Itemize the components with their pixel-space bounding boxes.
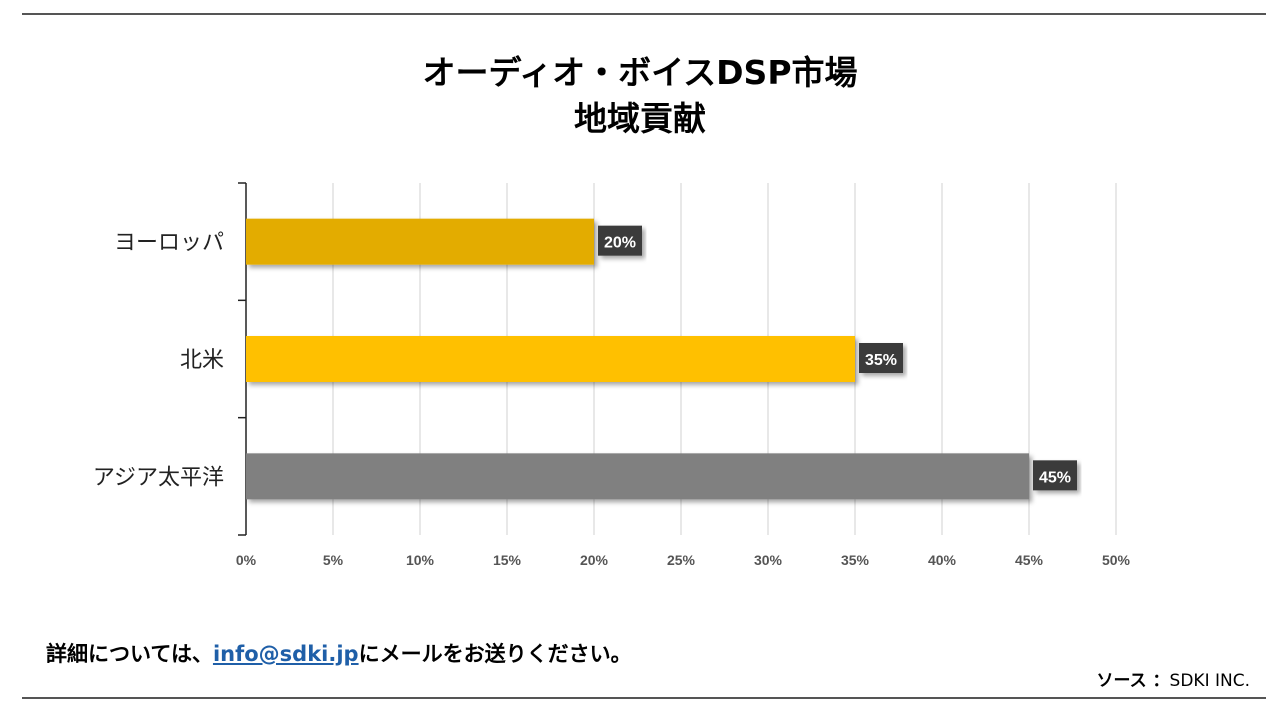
category-label-2: 北米: [180, 348, 224, 373]
contact-note: 詳細については、info@sdki.jpにメールをお送りください。: [46, 638, 632, 668]
data-label-box-3: [1033, 460, 1077, 491]
data-label-box-1: [598, 225, 642, 256]
chart-title-line-1: オーディオ・ボイスDSP市場: [422, 53, 858, 92]
data-label-2: 35%: [865, 352, 897, 369]
x-tick-label-45: 45%: [1015, 552, 1044, 568]
source-credit: ソース ：SDKI INC.: [1096, 666, 1250, 691]
bottom-rule: [22, 697, 1266, 699]
source-value: SDKI INC.: [1169, 671, 1250, 691]
x-tick-label-30: 30%: [754, 552, 783, 568]
data-label-box-2: [859, 343, 903, 373]
bar-chart: 0% 5% 10% 15% 20% 25% 30% 35% 40% 45% 50% ヨーロッパ 20% 北…: [93, 182, 1131, 568]
x-tick-label-15: 15%: [493, 552, 522, 568]
x-tick-label-5: 5%: [323, 552, 344, 568]
contact-email-link[interactable]: info@sdki.jp: [212, 642, 359, 666]
x-tick-label-25: 25%: [667, 552, 696, 568]
contact-note-prefix: 詳細については、: [46, 642, 213, 666]
data-label-1: 20%: [604, 235, 636, 252]
top-rule: [22, 13, 1266, 15]
category-label-1: ヨーロッパ: [114, 231, 224, 256]
x-tick-label-10: 10%: [406, 552, 435, 568]
x-tick-label-35: 35%: [841, 552, 870, 568]
x-tick-label-0: 0%: [236, 552, 257, 568]
x-tick-label-50: 50%: [1102, 552, 1131, 568]
contact-note-suffix: にメールをお送りください。: [358, 642, 632, 666]
x-tick-label-40: 40%: [928, 552, 957, 568]
chart-title: オーディオ・ボイスDSP市場 地域貢献: [0, 50, 1280, 142]
bar-2: [246, 336, 855, 382]
chart-title-line-2: 地域貢献: [574, 99, 706, 138]
category-label-3: アジア太平洋: [93, 465, 224, 490]
bar-3: [246, 453, 1029, 500]
bar-1: [246, 218, 594, 265]
x-tick-label-20: 20%: [580, 552, 609, 568]
data-label-3: 45%: [1039, 469, 1071, 486]
source-label: ソース ：: [1096, 671, 1170, 691]
